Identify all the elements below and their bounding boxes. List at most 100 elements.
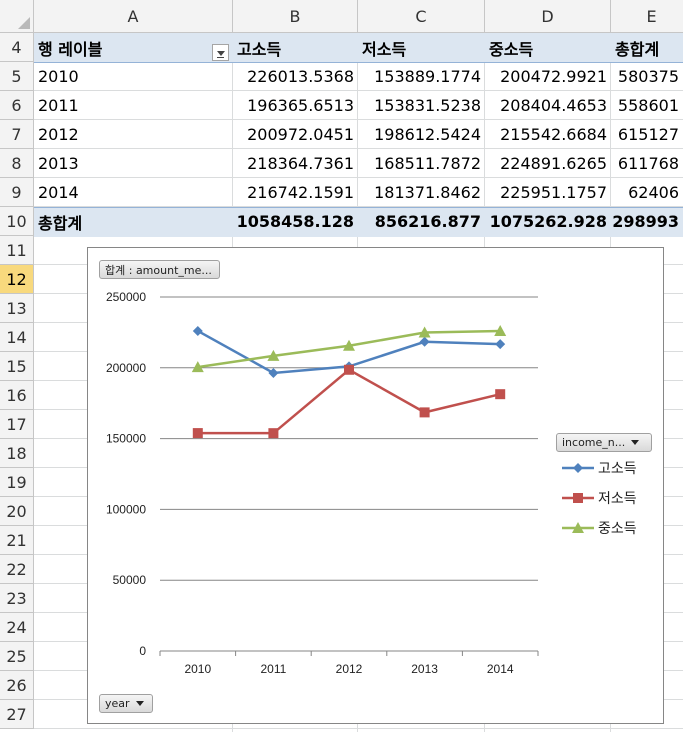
y-tick-label: 150000: [106, 432, 146, 446]
data-point-series-2: [495, 389, 506, 400]
pivot-col-header-mid[interactable]: 중소득: [489, 39, 534, 59]
pivot-row-label[interactable]: 2011: [38, 96, 79, 115]
pivot-chart[interactable]: 합계 : amount_me... 0 50000 100000 150000 2000…: [87, 247, 664, 724]
column-header-e[interactable]: E: [611, 0, 683, 33]
row-gridline: [34, 728, 683, 729]
row-header-12[interactable]: 12: [0, 265, 34, 294]
legend-swatch-icon: [562, 522, 594, 533]
pivot-value-cell[interactable]: 198612.5424: [374, 125, 481, 144]
pivot-value-cell[interactable]: 196365.6513: [247, 96, 354, 115]
row-header-26[interactable]: 26: [0, 671, 34, 700]
pivot-row-label[interactable]: 2013: [38, 154, 79, 173]
pivot-value-cell[interactable]: 200472.9921: [500, 67, 607, 86]
legend-label: 저소득: [598, 491, 637, 507]
dropdown-arrow-icon: [631, 440, 640, 445]
data-point-series-1: [268, 367, 279, 378]
pivot-value-cell[interactable]: 181371.8462: [374, 183, 481, 202]
row-header-24[interactable]: 24: [0, 613, 34, 642]
row-header-14[interactable]: 14: [0, 323, 34, 352]
row-header-15[interactable]: 15: [0, 352, 34, 381]
legend-item[interactable]: 중소득: [562, 518, 637, 538]
select-all-corner[interactable]: [0, 0, 34, 33]
row-header-19[interactable]: 19: [0, 468, 34, 497]
axis-field-button[interactable]: year: [99, 694, 153, 713]
row-header-21[interactable]: 21: [0, 526, 34, 555]
value-field-button[interactable]: 합계 : amount_me...: [99, 260, 220, 279]
row-label-filter-button[interactable]: [212, 44, 229, 61]
column-header-c[interactable]: C: [358, 0, 485, 33]
pivot-value-cell[interactable]: 215542.6684: [500, 125, 607, 144]
x-tick-label: 2012: [336, 662, 363, 676]
data-point-series-3: [494, 325, 507, 337]
legend-item[interactable]: 저소득: [562, 488, 637, 508]
pivot-row-label[interactable]: 2014: [38, 183, 79, 202]
pivot-value-cell[interactable]: 208404.4653: [500, 96, 607, 115]
data-point-series-2: [192, 428, 203, 439]
data-point-series-1: [192, 325, 203, 336]
legend-field-button[interactable]: income_n...: [556, 433, 652, 452]
pivot-value-cell[interactable]: 62406: [628, 183, 679, 202]
row-header-8[interactable]: 8: [0, 149, 34, 178]
row-header-17[interactable]: 17: [0, 410, 34, 439]
row-header-16[interactable]: 16: [0, 381, 34, 410]
row-header-25[interactable]: 25: [0, 642, 34, 671]
data-point-series-2: [344, 364, 354, 375]
pivot-total-mid[interactable]: 1075262.928: [489, 212, 607, 231]
row-header-13[interactable]: 13: [0, 294, 34, 323]
pivot-value-cell[interactable]: 200972.0451: [247, 125, 354, 144]
row-header-22[interactable]: 22: [0, 555, 34, 584]
pivot-col-header-high[interactable]: 고소득: [237, 39, 282, 59]
pivot-row-label[interactable]: 2012: [38, 125, 79, 144]
pivot-total-low[interactable]: 856216.877: [374, 212, 481, 231]
pivot-total-high[interactable]: 1058458.128: [236, 212, 354, 231]
pivot-total-band: [34, 207, 683, 237]
y-tick-label: 0: [139, 644, 146, 658]
pivot-value-cell[interactable]: 615127: [617, 125, 679, 144]
row-gridline: [34, 119, 683, 120]
pivot-total-grand[interactable]: 298993: [612, 212, 679, 231]
dropdown-arrow-icon: [216, 51, 225, 56]
row-header-11[interactable]: 11: [0, 236, 34, 265]
pivot-value-cell[interactable]: 216742.1591: [247, 183, 354, 202]
pivot-col-header-total[interactable]: 총합계: [615, 39, 660, 59]
row-header-23[interactable]: 23: [0, 584, 34, 613]
pivot-row-label[interactable]: 2010: [38, 67, 79, 86]
row-header-7[interactable]: 7: [0, 120, 34, 149]
legend-label: 중소득: [598, 521, 637, 537]
row-gridline: [34, 206, 683, 207]
pivot-value-cell[interactable]: 218364.7361: [247, 154, 354, 173]
pivot-value-cell[interactable]: 226013.5368: [247, 67, 354, 86]
y-tick-label: 200000: [106, 361, 146, 375]
column-header-d[interactable]: D: [485, 0, 611, 33]
pivot-row-label-header[interactable]: 행 레이블: [38, 39, 103, 59]
line-chart-plot: 0 50000 100000 150000 200000 250000 2010 2011 20…: [106, 290, 539, 676]
pivot-value-cell[interactable]: 153889.1774: [374, 67, 481, 86]
legend-label: 고소득: [598, 461, 637, 477]
legend-item[interactable]: 고소득: [562, 458, 637, 478]
pivot-value-cell[interactable]: 225951.1757: [500, 183, 607, 202]
row-header-18[interactable]: 18: [0, 439, 34, 468]
pivot-total-label[interactable]: 총합계: [38, 213, 83, 233]
pivot-value-cell[interactable]: 168511.7872: [374, 154, 481, 173]
row-header-4[interactable]: 4: [0, 33, 34, 62]
x-tick-label: 2010: [184, 662, 211, 676]
row-header-5[interactable]: 5: [0, 62, 34, 91]
pivot-header-band: [34, 33, 683, 63]
column-header-a[interactable]: A: [34, 0, 233, 33]
pivot-value-cell[interactable]: 580375: [617, 67, 679, 86]
column-header-b[interactable]: B: [233, 0, 358, 33]
pivot-col-header-low[interactable]: 저소득: [362, 39, 407, 59]
pivot-value-cell[interactable]: 153831.5238: [374, 96, 481, 115]
row-header-10[interactable]: 10: [0, 207, 34, 236]
row-header-9[interactable]: 9: [0, 178, 34, 207]
y-tick-label: 50000: [113, 573, 147, 587]
pivot-value-cell[interactable]: 611768: [617, 154, 679, 173]
row-header-6[interactable]: 6: [0, 91, 34, 120]
pivot-value-cell[interactable]: 558601: [617, 96, 679, 115]
data-point-series-1: [495, 339, 506, 350]
legend-swatch-icon: [562, 463, 594, 473]
row-header-27[interactable]: 27: [0, 700, 34, 729]
pivot-value-cell[interactable]: 224891.6265: [500, 154, 607, 173]
data-point-series-3: [343, 339, 355, 351]
row-header-20[interactable]: 20: [0, 497, 34, 526]
